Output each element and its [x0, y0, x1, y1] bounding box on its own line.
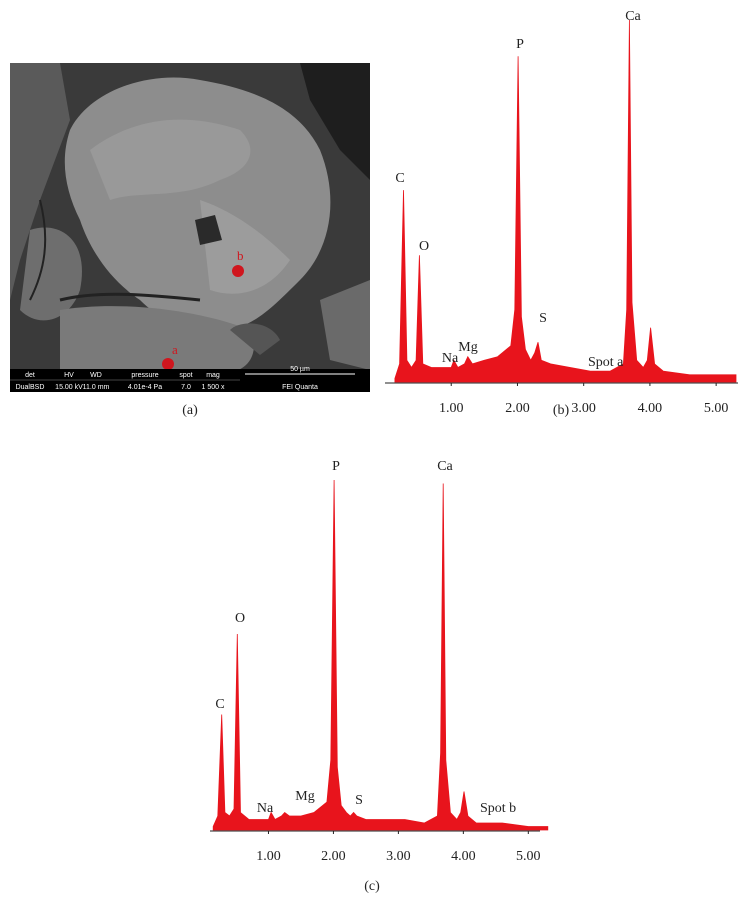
info-value: 1 500 x — [202, 384, 225, 391]
instrument: FEI Quanta — [282, 384, 318, 391]
peak-label: Ca — [625, 9, 641, 24]
info-header: det — [25, 372, 35, 379]
info-value: 7.0 — [181, 384, 191, 391]
info-header: mag — [206, 372, 220, 379]
peak-label: P — [332, 459, 340, 474]
peak-label: P — [516, 37, 524, 52]
peak-label: Mg — [295, 789, 314, 804]
spot-label: b — [237, 248, 244, 263]
spectrum — [394, 19, 737, 383]
peak-label: Spot a — [588, 355, 624, 370]
x-tick-label: 5.00 — [516, 849, 541, 864]
info-header: spot — [179, 372, 192, 379]
info-value: 15.00 kV — [55, 384, 83, 391]
peak-label: S — [539, 311, 547, 326]
info-header: pressure — [131, 372, 158, 379]
info-value: 11.0 mm — [83, 384, 110, 391]
info-bar: 50 µm FEI Quanta det DualBSD HV 15.00 kV WD 1… — [10, 366, 370, 392]
spot-marker — [162, 358, 174, 370]
x-tick-label: 5.00 — [704, 401, 729, 416]
peak-label: Spot b — [480, 801, 516, 816]
scale-bar-label: 50 µm — [290, 366, 310, 373]
x-tick-label: 1.00 — [256, 849, 281, 864]
peak-label: C — [215, 697, 224, 712]
spectrum — [212, 479, 549, 831]
x-tick-label: 2.00 — [321, 849, 346, 864]
peak-label: S — [355, 793, 363, 808]
caption: (a) — [182, 403, 198, 418]
peak-label: O — [419, 239, 429, 254]
peak-label: Mg — [458, 340, 477, 355]
sem-image: a b 50 µm FEI Quanta det DualBSD HV 15.00 k… — [10, 63, 370, 392]
peak-label: Ca — [437, 459, 453, 474]
info-header: HV — [64, 372, 74, 379]
peak-label: Na — [257, 801, 274, 816]
peak-label: Na — [442, 351, 459, 366]
x-tick-label: 4.00 — [638, 401, 663, 416]
info-value: DualBSD — [16, 384, 45, 391]
x-tick-label: 4.00 — [451, 849, 476, 864]
caption: (b) — [553, 403, 570, 418]
caption: (c) — [364, 879, 380, 894]
spot-label: a — [172, 342, 178, 357]
x-tick-label: 3.00 — [571, 401, 596, 416]
info-header: WD — [90, 372, 102, 379]
peak-label: C — [395, 171, 404, 186]
x-tick-label: 2.00 — [505, 401, 530, 416]
x-tick-label: 3.00 — [386, 849, 411, 864]
x-tick-label: 1.00 — [439, 401, 464, 416]
peak-label: O — [235, 611, 245, 626]
info-value: 4.01e-4 Pa — [128, 384, 162, 391]
spot-marker — [232, 265, 244, 277]
